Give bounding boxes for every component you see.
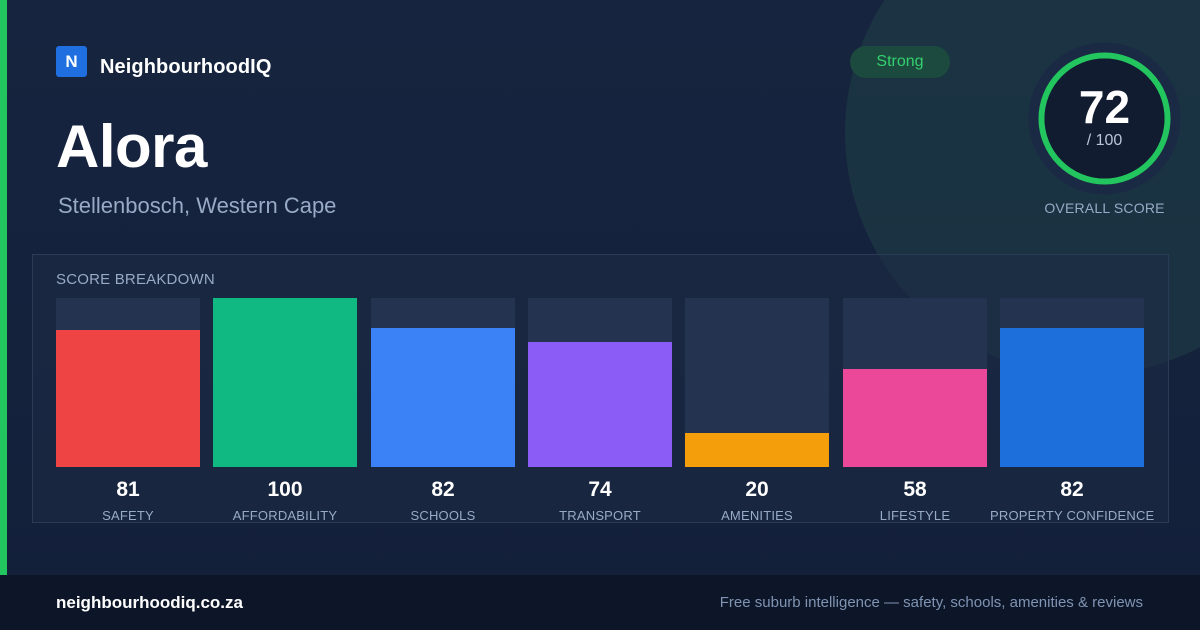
suburb-location: Stellenbosch, Western Cape (58, 193, 337, 218)
score-ring-graphic (1028, 42, 1181, 195)
bar-fill (1000, 328, 1144, 467)
footer-domain: neighbourhoodiq.co.za (56, 593, 243, 612)
overall-score-value: 72 (1078, 81, 1131, 133)
bar-fill (843, 369, 987, 467)
bar-fill (528, 342, 672, 467)
bar-category-label: SAFETY (102, 508, 154, 523)
bar-track (1000, 298, 1144, 467)
rating-badge: Strong (850, 46, 950, 78)
overall-score-ring: 72 / 100 (1028, 42, 1181, 195)
footer-tagline: Free suburb intelligence — safety, schoo… (719, 594, 1143, 611)
bar-value-label: 81 (116, 478, 140, 501)
bar-category-label: PROPERTY CONFIDENCE (990, 508, 1155, 523)
bar-value-label: 100 (267, 478, 303, 501)
bar-category-label: AMENITIES (721, 508, 793, 523)
bar-value-label: 58 (903, 478, 927, 501)
score-ring-inner (1044, 58, 1165, 179)
bar-value-label: 82 (431, 478, 455, 501)
bar-fill (371, 328, 515, 467)
bar-category-label: SCHOOLS (410, 508, 476, 523)
bar-value-label: 74 (588, 478, 612, 501)
accent-strip (0, 0, 7, 575)
bar-fill (685, 433, 829, 467)
score-ring-arc (1038, 52, 1171, 185)
overall-score-label: OVERALL SCORE (1044, 200, 1165, 216)
bar-category-label: LIFESTYLE (879, 508, 951, 523)
score-breakdown-title: SCORE BREAKDOWN (56, 271, 215, 288)
bar-track (685, 298, 829, 467)
bar-track (528, 298, 672, 467)
bar-category-label: TRANSPORT (559, 508, 641, 523)
bar-fill (56, 330, 200, 467)
bar-fill (213, 298, 357, 467)
bar-track (56, 298, 200, 467)
bar-track (213, 298, 357, 467)
brand-name: NeighbourhoodIQ (100, 56, 272, 78)
bar-category-label: AFFORDABILITY (232, 508, 338, 523)
bar-track (371, 298, 515, 467)
suburb-title: Alora (56, 113, 207, 180)
footer (0, 575, 1200, 630)
bar-value-label: 20 (745, 478, 769, 501)
brand-logo-icon: N (56, 46, 87, 77)
overall-score-max: / 100 (1086, 132, 1123, 149)
bar-value-label: 82 (1060, 478, 1084, 501)
bar-track (843, 298, 987, 467)
